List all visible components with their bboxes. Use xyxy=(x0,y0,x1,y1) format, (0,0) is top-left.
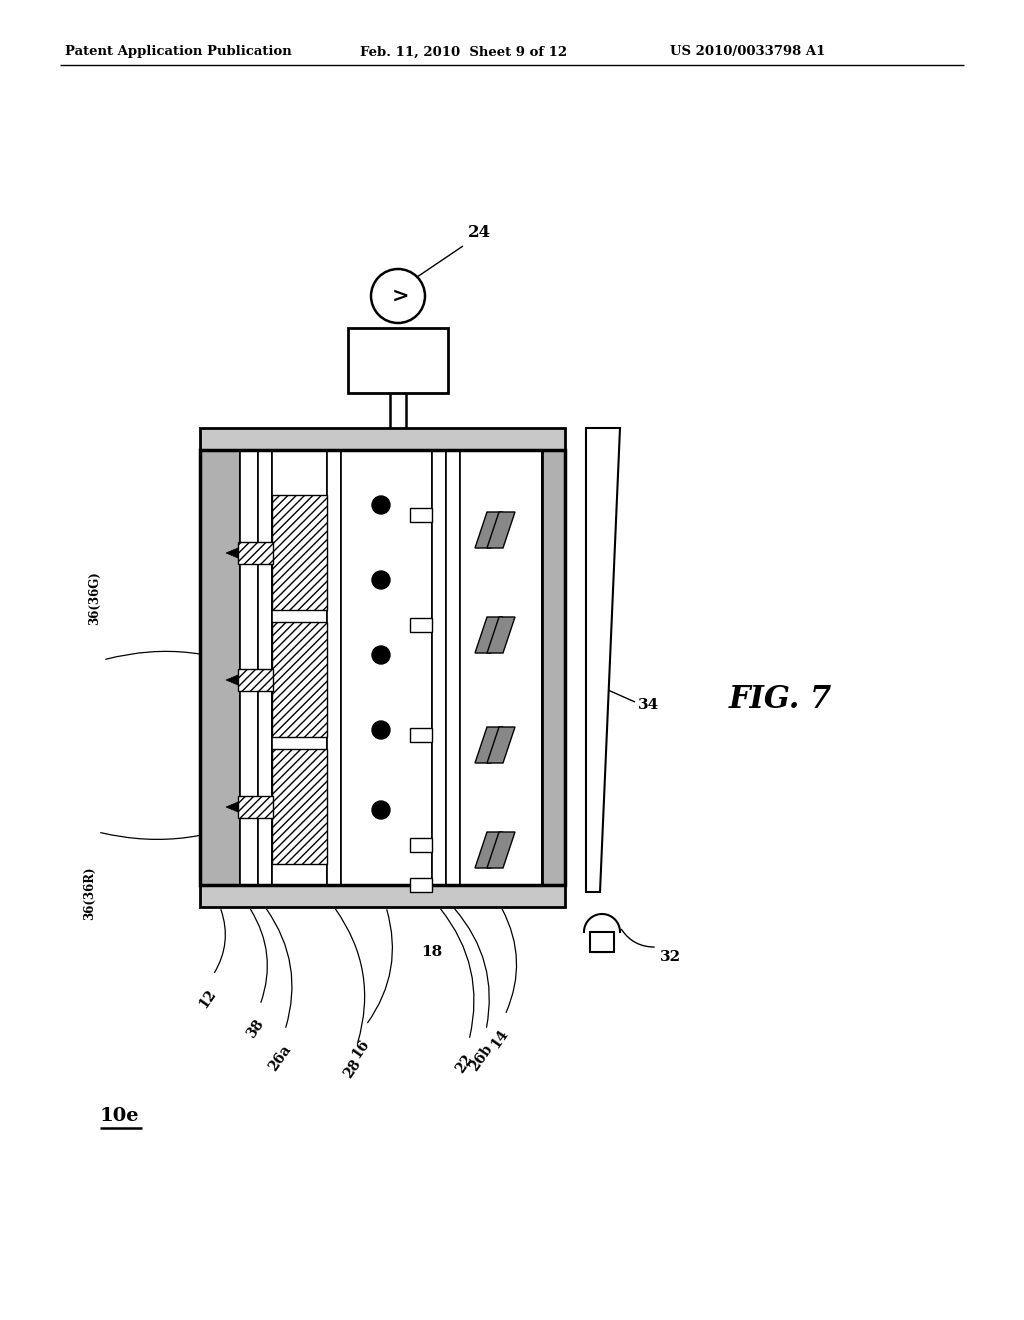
Bar xyxy=(410,878,432,892)
Polygon shape xyxy=(487,832,515,869)
Text: 28: 28 xyxy=(341,1057,364,1081)
Polygon shape xyxy=(475,727,503,763)
Text: 18: 18 xyxy=(421,945,442,960)
Text: IG: IG xyxy=(203,673,221,686)
Text: 24: 24 xyxy=(468,224,492,242)
Text: IB: IB xyxy=(550,628,567,642)
Bar xyxy=(410,838,432,851)
Bar xyxy=(348,327,449,393)
Polygon shape xyxy=(586,428,620,892)
Text: IB: IB xyxy=(550,843,567,857)
Polygon shape xyxy=(475,832,503,869)
Polygon shape xyxy=(226,675,238,685)
Text: 36(36G): 36(36G) xyxy=(88,572,101,624)
Text: US 2010/0033798 A1: US 2010/0033798 A1 xyxy=(670,45,825,58)
Bar xyxy=(272,495,327,610)
Text: IB: IB xyxy=(550,524,567,536)
Bar xyxy=(460,450,542,884)
Text: 34: 34 xyxy=(638,698,659,711)
Polygon shape xyxy=(226,803,238,812)
Text: Feb. 11, 2010  Sheet 9 of 12: Feb. 11, 2010 Sheet 9 of 12 xyxy=(360,45,567,58)
Text: 16: 16 xyxy=(350,1038,373,1061)
Bar xyxy=(240,450,258,884)
Text: 10e: 10e xyxy=(100,1107,139,1125)
Polygon shape xyxy=(475,616,503,653)
Text: 26b: 26b xyxy=(467,1041,495,1073)
Bar xyxy=(410,729,432,742)
Text: IB: IB xyxy=(203,546,221,560)
Text: 36(36R): 36(36R) xyxy=(84,867,96,920)
Text: 14: 14 xyxy=(488,1027,511,1051)
Circle shape xyxy=(371,269,425,323)
Polygon shape xyxy=(487,512,515,548)
Text: Patent Application Publication: Patent Application Publication xyxy=(65,45,292,58)
Bar xyxy=(200,450,240,884)
Bar xyxy=(590,932,614,952)
Bar xyxy=(272,622,327,737)
Bar xyxy=(200,884,565,907)
Bar xyxy=(410,618,432,632)
Bar xyxy=(542,450,565,884)
Bar xyxy=(238,669,273,690)
Bar xyxy=(341,450,432,884)
Circle shape xyxy=(372,572,390,589)
Polygon shape xyxy=(475,512,503,548)
Circle shape xyxy=(372,496,390,513)
Text: IB: IB xyxy=(550,738,567,751)
Text: IR: IR xyxy=(203,800,221,814)
Bar xyxy=(238,543,273,564)
Text: >: > xyxy=(391,286,409,306)
Polygon shape xyxy=(487,727,515,763)
Bar xyxy=(200,428,565,450)
Bar xyxy=(432,450,446,884)
Polygon shape xyxy=(487,616,515,653)
Bar xyxy=(410,508,432,521)
Bar xyxy=(327,450,341,884)
Text: 26a: 26a xyxy=(266,1041,294,1073)
Bar xyxy=(446,450,460,884)
Bar xyxy=(258,450,272,884)
Bar xyxy=(238,796,273,818)
Circle shape xyxy=(372,801,390,818)
Bar xyxy=(272,450,327,884)
Circle shape xyxy=(372,721,390,739)
Text: FIG. 7: FIG. 7 xyxy=(728,685,831,715)
Text: 22: 22 xyxy=(453,1052,475,1076)
Text: 38: 38 xyxy=(244,1016,266,1040)
Bar xyxy=(272,748,327,865)
Text: 32: 32 xyxy=(660,950,681,964)
Circle shape xyxy=(372,645,390,664)
Bar xyxy=(200,450,565,884)
Polygon shape xyxy=(226,548,238,558)
Text: 12: 12 xyxy=(197,987,219,1011)
